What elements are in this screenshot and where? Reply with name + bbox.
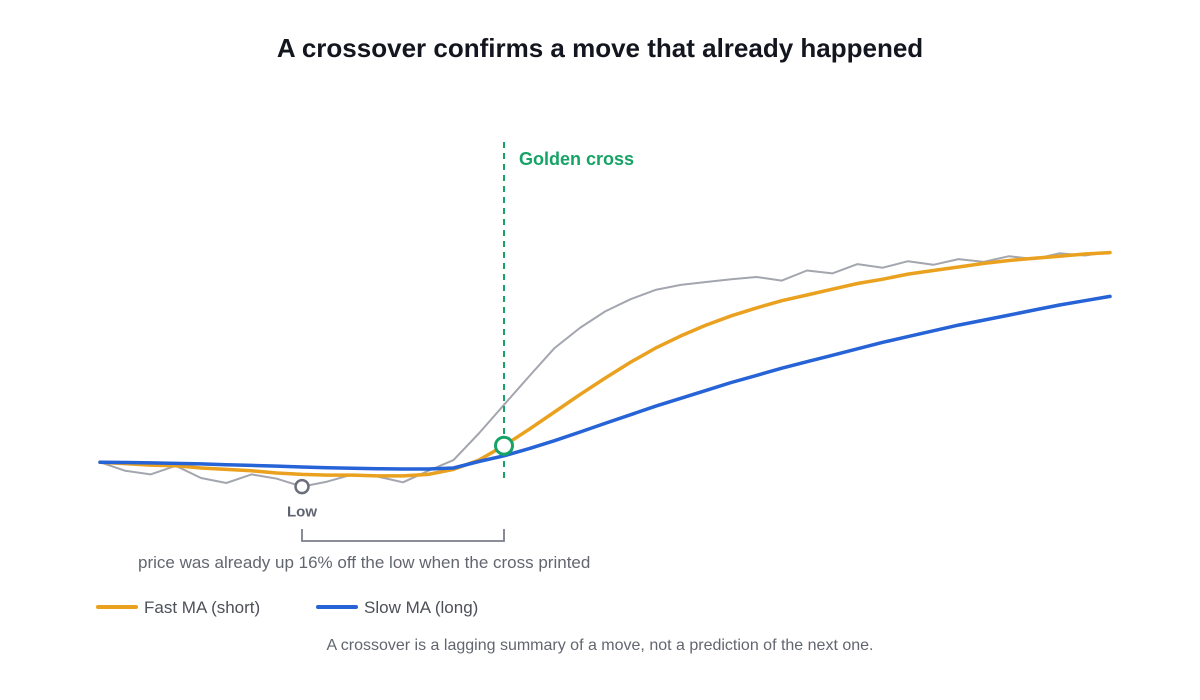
plot-area: Golden cross Low xyxy=(98,142,1112,542)
fast-ma-line xyxy=(98,250,1112,478)
chart-title: A crossover confirms a move that already… xyxy=(277,33,923,63)
legend: Fast MA (short) Slow MA (long) xyxy=(96,598,478,617)
low-marker xyxy=(294,478,310,495)
golden-cross-marker xyxy=(494,435,514,456)
slow-ma-line xyxy=(98,294,1112,471)
golden-cross-label: Golden cross xyxy=(519,149,634,169)
low-label: Low xyxy=(287,504,317,521)
footnote: A crossover is a lagging summary of a mo… xyxy=(327,637,874,654)
price-line xyxy=(99,250,1111,488)
lag-bracket xyxy=(301,529,505,542)
series-layer xyxy=(98,250,1112,488)
legend-label-slow-ma: Slow MA (long) xyxy=(364,598,478,617)
legend-label-fast-ma: Fast MA (short) xyxy=(144,598,260,617)
lag-annotation: price was already up 16% off the low whe… xyxy=(138,553,590,572)
